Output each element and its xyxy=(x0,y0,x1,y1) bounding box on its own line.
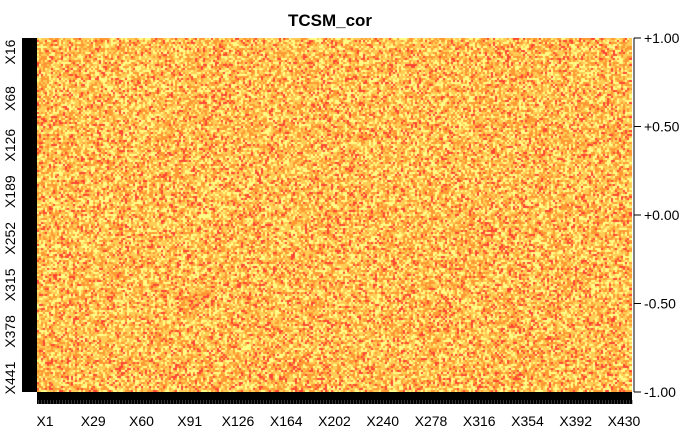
y-tick-label: X315 xyxy=(2,268,18,301)
column-tick-strip xyxy=(37,392,633,404)
y-tick-label: X126 xyxy=(2,129,18,162)
x-tick-label: X60 xyxy=(129,413,154,429)
row-tick-marks xyxy=(22,38,37,392)
colorbar-label: -0.50 xyxy=(644,296,676,312)
colorbar-axis: +1.00 +0.50 +0.00 -0.50 -1.00 xyxy=(633,30,680,400)
x-tick-label: X430 xyxy=(608,413,641,429)
heatmap-grid-image xyxy=(37,38,632,392)
y-tick-label: X68 xyxy=(2,86,18,111)
row-tick-strip xyxy=(22,38,37,392)
x-tick-label: X91 xyxy=(177,413,202,429)
y-tick-label: X16 xyxy=(2,39,18,64)
y-tick-label: X189 xyxy=(2,175,18,208)
y-tick-label: X441 xyxy=(2,361,18,394)
x-tick-label: X316 xyxy=(463,413,496,429)
x-tick-labels: X1 X29 X60 X91 X126 X164 X202 X240 X278 X316 X354 X… xyxy=(36,413,640,429)
x-tick-label: X29 xyxy=(81,413,106,429)
y-tick-label: X378 xyxy=(2,315,18,348)
x-tick-label: X126 xyxy=(222,413,255,429)
x-tick-label: X202 xyxy=(318,413,351,429)
y-tick-labels: X16 X68 X126 X189 X252 X315 X378 X441 xyxy=(2,39,18,394)
chart-title: TCSM_cor xyxy=(288,11,372,30)
heatmap-cells xyxy=(37,38,632,392)
x-tick-label: X1 xyxy=(36,413,53,429)
colorbar-label: +0.00 xyxy=(644,207,680,223)
x-tick-label: X392 xyxy=(559,413,592,429)
x-tick-label: X164 xyxy=(270,413,303,429)
colorbar-label: +0.50 xyxy=(644,119,680,135)
x-tick-label: X240 xyxy=(366,413,399,429)
x-tick-label: X278 xyxy=(415,413,448,429)
colorbar-label: -1.00 xyxy=(644,384,676,400)
x-tick-label: X354 xyxy=(511,413,544,429)
colorbar-label: +1.00 xyxy=(644,30,680,46)
y-tick-label: X252 xyxy=(2,222,18,255)
